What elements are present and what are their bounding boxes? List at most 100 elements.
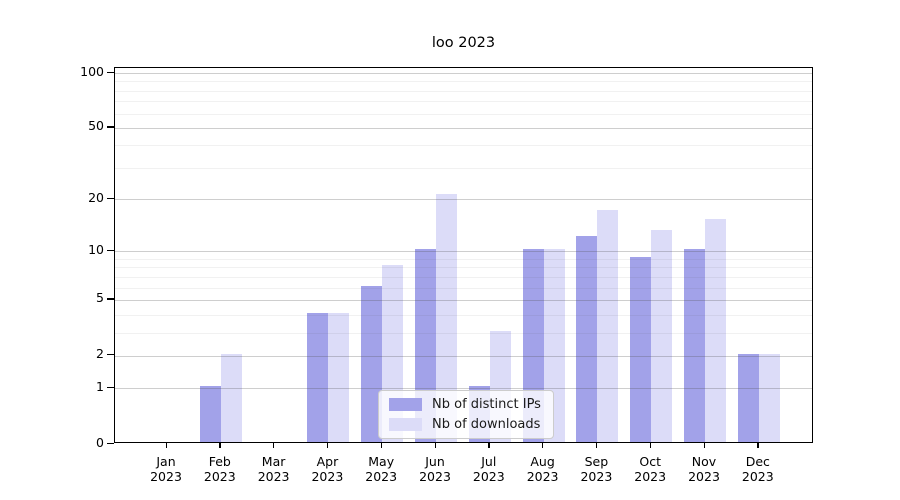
x-axis-tick-label: Nov 2023 [677, 454, 731, 484]
x-axis-tick-label: Mar 2023 [247, 454, 301, 484]
x-axis-tick [757, 443, 759, 448]
year-label: 2023 [741, 469, 774, 484]
bar-downloads-jun [436, 193, 457, 442]
major-gridline [115, 73, 812, 74]
x-axis-tick [380, 443, 382, 448]
minor-gridline [115, 145, 812, 147]
y-axis-tick [107, 442, 114, 444]
major-gridline [115, 127, 812, 129]
month-label: May [368, 454, 395, 469]
minor-gridline [115, 101, 812, 103]
bar-distinct-ips-apr [307, 312, 329, 442]
month-label: Feb [208, 454, 231, 469]
bar-downloads-apr [328, 312, 350, 442]
x-axis-tick [326, 443, 329, 448]
y-axis-tick [107, 298, 114, 300]
bar-distinct-ips-oct [630, 256, 652, 442]
y-axis-tick-label: 20 [88, 189, 104, 205]
x-axis-tick-label: Jul 2023 [462, 454, 516, 484]
legend-label-distinct-ips: Nb of distinct IPs [432, 397, 541, 412]
y-axis-tick-label: 5 [96, 290, 104, 306]
bar-distinct-ips-nov [684, 249, 705, 442]
y-axis-tick [107, 249, 114, 252]
month-label: Dec [745, 454, 770, 469]
minor-gridline [115, 276, 812, 278]
major-gridline [115, 199, 812, 201]
y-axis-tick [107, 126, 114, 128]
legend-entry-distinct-ips: Nb of distinct IPs [389, 397, 541, 412]
bar-downloads-dec [758, 353, 780, 442]
y-axis-tick [107, 386, 114, 389]
chart-title: loo 2023 [431, 35, 496, 51]
minor-gridline [115, 113, 812, 115]
x-axis-tick-label: Jun 2023 [408, 454, 462, 484]
month-label: Jan [156, 454, 176, 469]
y-axis-tick [107, 354, 114, 356]
y-axis-tick-label: 50 [88, 118, 104, 134]
year-label: 2023 [257, 469, 290, 484]
year-label: 2023 [365, 469, 398, 484]
y-axis-tick [107, 197, 114, 200]
year-label: 2023 [419, 469, 451, 484]
x-axis-tick [219, 443, 221, 448]
plot-area [114, 67, 813, 443]
minor-gridline [115, 90, 812, 92]
year-label: 2023 [472, 469, 505, 484]
y-axis-tick [107, 71, 114, 73]
x-axis-tick [434, 443, 436, 448]
legend: Nb of distinct IPs Nb of downloads [378, 390, 554, 439]
major-gridline [115, 355, 812, 357]
y-axis-tick-label: 100 [80, 63, 104, 79]
year-label: 2023 [634, 469, 667, 484]
y-axis-tick-label: 1 [96, 378, 104, 394]
bar-downloads-feb [220, 353, 242, 442]
x-axis-tick-label: Feb 2023 [193, 454, 247, 484]
year-label: 2023 [580, 469, 613, 484]
y-axis-tick-label: 0 [96, 434, 104, 450]
month-label: Aug [530, 454, 555, 469]
bar-downloads-oct [651, 229, 673, 442]
bar-distinct-ips-dec [737, 353, 759, 442]
month-label: Oct [639, 454, 661, 469]
minor-gridline [115, 167, 812, 169]
x-axis-tick [488, 443, 490, 448]
y-axis-tick-label: 2 [96, 346, 104, 362]
minor-gridline [115, 287, 812, 289]
major-gridline [115, 388, 812, 390]
year-label: 2023 [311, 469, 344, 484]
x-axis-tick [703, 443, 705, 448]
bar-downloads-sep [597, 209, 619, 442]
x-axis-tick-label: Jan 2023 [139, 454, 193, 484]
legend-swatch-distinct-ips [389, 398, 422, 411]
x-axis-tick-label: Sep 2023 [569, 454, 623, 484]
bar-distinct-ips-may [361, 285, 383, 442]
year-label: 2023 [203, 469, 236, 484]
legend-swatch-downloads [389, 418, 422, 431]
bar-downloads-nov [705, 219, 726, 442]
minor-gridline [115, 258, 812, 260]
bar-distinct-ips-sep [576, 235, 598, 442]
x-axis-tick [649, 443, 651, 448]
y-axis-tick-label: 10 [88, 241, 104, 257]
month-label: Jul [481, 454, 497, 469]
month-label: Apr [316, 454, 339, 469]
month-label: Mar [261, 454, 286, 469]
x-axis-tick-label: Dec 2023 [731, 454, 785, 484]
major-gridline [115, 299, 812, 301]
month-label: Jun [425, 454, 445, 469]
minor-gridline [115, 267, 812, 269]
month-label: Nov [691, 454, 717, 469]
x-axis-tick-label: May 2023 [354, 454, 408, 484]
x-axis-tick-label: Aug 2023 [516, 454, 570, 484]
year-label: 2023 [688, 469, 720, 484]
legend-label-downloads: Nb of downloads [432, 417, 541, 432]
year-label: 2023 [526, 469, 559, 484]
x-axis-tick [595, 443, 598, 448]
x-axis-tick [165, 443, 167, 448]
x-axis-tick [273, 443, 275, 448]
year-label: 2023 [150, 469, 182, 484]
minor-gridline [115, 314, 812, 316]
bar-distinct-ips-feb [199, 386, 221, 442]
legend-entry-downloads: Nb of downloads [389, 417, 541, 432]
